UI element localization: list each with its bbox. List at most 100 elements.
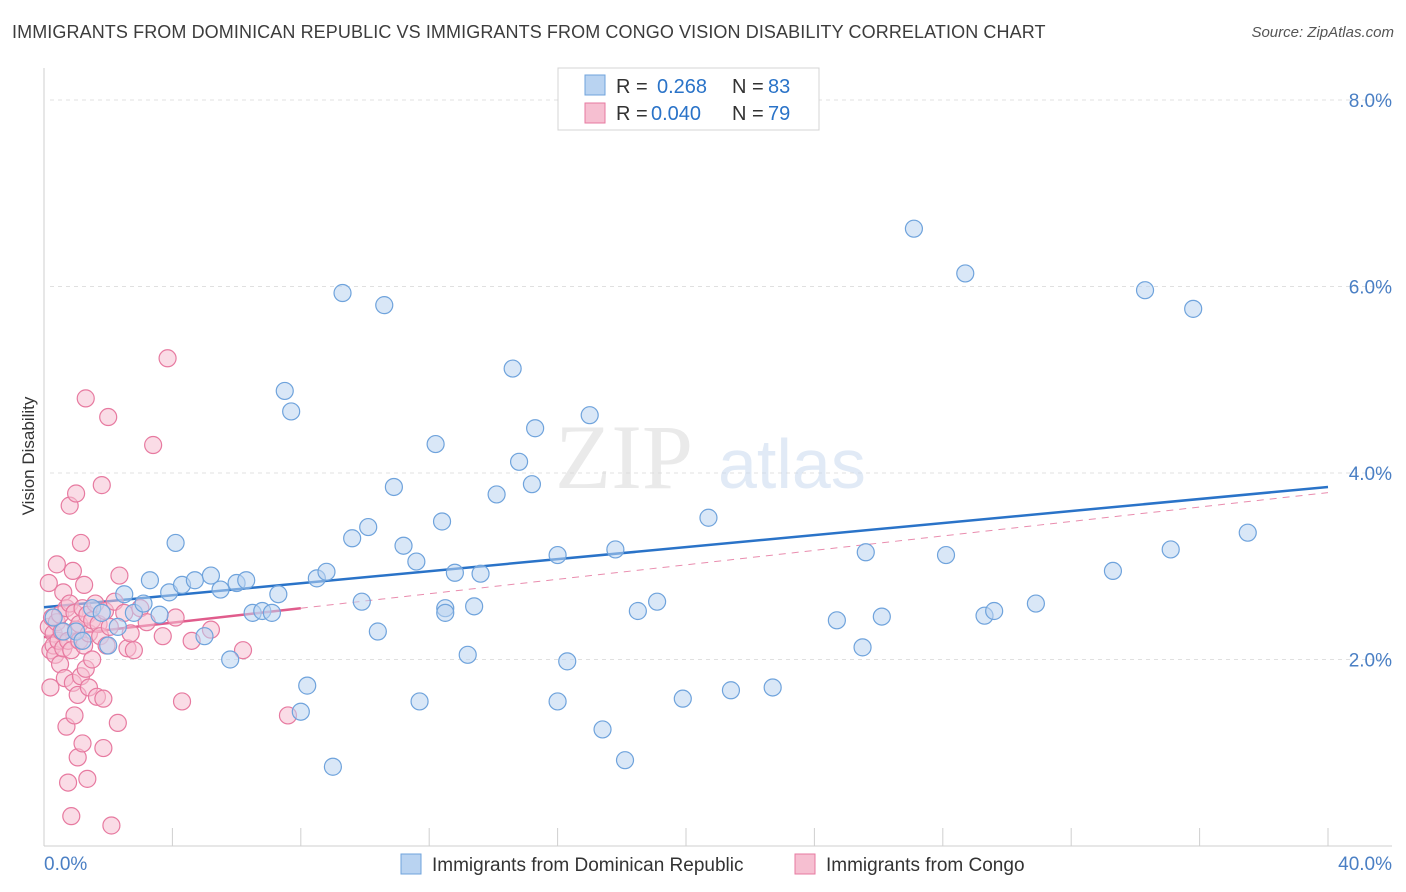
congo-point-54 xyxy=(94,689,113,708)
congo-point-55 xyxy=(94,738,113,758)
watermark-atlas: atlas xyxy=(718,425,866,503)
dominican-point-66 xyxy=(673,689,692,708)
congo-point-41 xyxy=(76,389,95,408)
dominican-point-71 xyxy=(853,638,872,657)
dominican-point-27 xyxy=(275,381,294,401)
legend-swatch-dominican xyxy=(400,853,422,875)
legend-n-value-blue: 83 xyxy=(768,76,790,98)
dominican-point-84 xyxy=(1238,523,1257,542)
congo-point-48 xyxy=(83,650,102,669)
x-tick-label-max: 40.0% xyxy=(1338,854,1392,875)
x-axis-ticks xyxy=(43,828,1329,846)
congo-point-24 xyxy=(62,807,81,826)
dominican-point-30 xyxy=(298,676,317,695)
dominican-point-35 xyxy=(343,529,362,548)
dominican-point-82 xyxy=(1161,540,1180,559)
dominican-point-75 xyxy=(936,545,956,565)
dominican-points xyxy=(44,219,1257,776)
congo-point-60 xyxy=(102,816,121,835)
y-tick-label-3: 8.0% xyxy=(1349,91,1392,112)
congo-point-8 xyxy=(47,555,66,574)
dominican-point-3 xyxy=(73,631,92,650)
dominican-point-37 xyxy=(359,517,378,537)
dominican-point-60 xyxy=(580,406,599,425)
dominican-point-79 xyxy=(1026,594,1045,613)
dominican-point-51 xyxy=(471,564,490,583)
legend-r-value-pink: 0.040 xyxy=(651,103,701,125)
dominican-point-8 xyxy=(115,585,134,604)
dominican-point-76 xyxy=(956,264,975,283)
dominican-point-69 xyxy=(763,678,782,697)
dominican-point-56 xyxy=(526,419,545,438)
dominican-point-18 xyxy=(201,566,221,585)
dominican-point-14 xyxy=(166,533,185,553)
congo-point-63 xyxy=(110,566,129,585)
dominican-point-36 xyxy=(352,592,371,611)
dominican-point-49 xyxy=(458,645,477,664)
dominican-point-55 xyxy=(522,475,542,494)
congo-point-20 xyxy=(58,773,78,792)
dominican-point-12 xyxy=(150,605,169,624)
legend-n-value-pink: 79 xyxy=(768,103,790,125)
chart-title: IMMIGRANTS FROM DOMINICAN REPUBLIC VS IM… xyxy=(12,22,1046,42)
dominican-point-47 xyxy=(436,603,455,622)
y-tick-label-0: 2.0% xyxy=(1349,650,1392,671)
dominican-point-62 xyxy=(606,540,625,559)
congo-point-28 xyxy=(65,706,84,725)
congo-point-58 xyxy=(99,407,118,427)
dominican-point-54 xyxy=(509,452,529,471)
dominican-point-73 xyxy=(872,607,891,626)
congo-point-35 xyxy=(71,533,91,553)
congo-point-0 xyxy=(39,573,58,593)
dominican-point-52 xyxy=(487,485,506,504)
watermark-zip: ZIP xyxy=(555,406,693,508)
congo-point-67 xyxy=(124,641,143,660)
dominican-point-39 xyxy=(375,296,394,315)
trend-lines xyxy=(43,485,1329,639)
dominican-point-11 xyxy=(140,571,160,590)
legend-swatch-congo xyxy=(794,853,816,875)
dominican-point-50 xyxy=(465,597,484,616)
legend-n-label-pink: N = xyxy=(732,103,764,125)
dominican-point-83 xyxy=(1184,299,1203,318)
dominican-point-6 xyxy=(99,636,118,655)
dominican-point-34 xyxy=(333,283,352,303)
legend-r-label-pink: R = xyxy=(616,103,648,125)
trend-line-congo-extension xyxy=(300,492,1329,609)
y-tick-labels: 2.0% 4.0% 6.0% 8.0% xyxy=(1349,91,1392,672)
congo-point-29 xyxy=(66,484,86,503)
legend-bottom: Immigrants from Dominican Republic Immig… xyxy=(400,853,1025,876)
legend-label-congo: Immigrants from Congo xyxy=(826,855,1025,876)
congo-point-62 xyxy=(108,713,127,733)
dominican-point-53 xyxy=(503,359,522,378)
dominican-point-72 xyxy=(856,543,875,562)
dominican-point-33 xyxy=(323,757,342,776)
dominican-point-74 xyxy=(904,219,924,238)
watermark: ZIP atlas xyxy=(555,406,866,508)
dominican-point-45 xyxy=(432,512,452,531)
legend-n-label-blue: N = xyxy=(732,76,764,98)
dominican-point-26 xyxy=(269,585,288,604)
dominican-point-81 xyxy=(1135,281,1155,300)
congo-point-71 xyxy=(153,627,172,646)
dominican-point-80 xyxy=(1103,561,1123,581)
dominican-point-29 xyxy=(291,702,310,721)
congo-point-39 xyxy=(75,575,94,594)
dominican-point-59 xyxy=(558,652,577,671)
dominican-point-25 xyxy=(262,603,282,622)
legend-top: R = 0.268 N = 83 R = 0.040 N = 79 xyxy=(557,67,820,131)
x-tick-label-min: 0.0% xyxy=(44,854,87,875)
dominican-point-19 xyxy=(211,580,230,599)
trend-line-dominican xyxy=(43,485,1329,609)
dominican-point-65 xyxy=(648,592,667,611)
dominican-point-10 xyxy=(134,594,153,613)
legend-top-swatch-blue xyxy=(584,74,606,96)
dominican-point-57 xyxy=(548,692,567,711)
congo-point-77 xyxy=(233,641,253,660)
dominican-point-63 xyxy=(615,751,635,770)
legend-top-swatch-pink xyxy=(584,102,606,124)
dominican-point-58 xyxy=(548,545,567,565)
dominican-point-17 xyxy=(195,627,214,646)
y-axis-label: Vision Disability xyxy=(19,396,38,515)
